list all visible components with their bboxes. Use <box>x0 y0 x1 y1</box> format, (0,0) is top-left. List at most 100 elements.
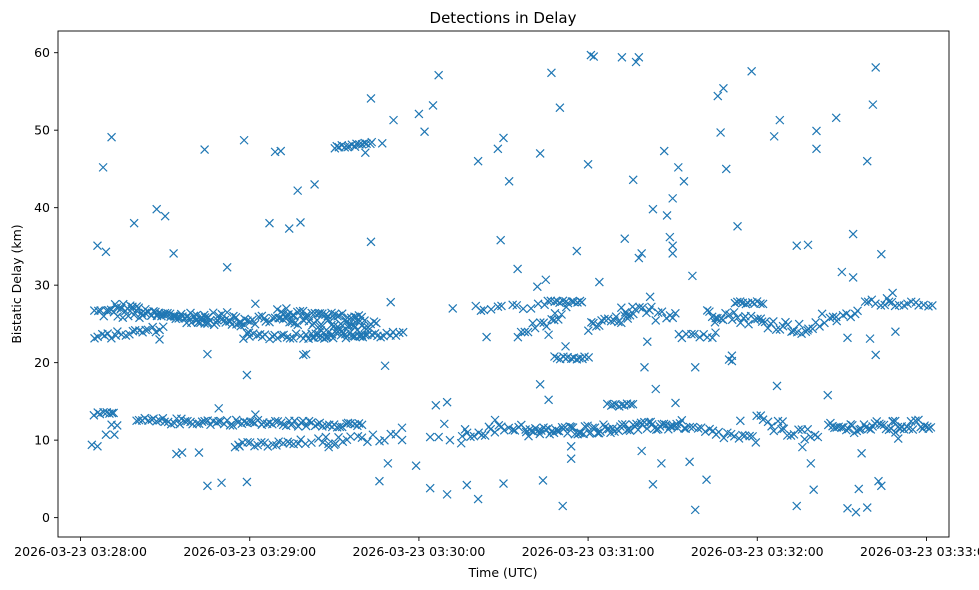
detection-point <box>357 420 367 430</box>
detection-point <box>273 333 282 343</box>
detection-point <box>155 334 164 344</box>
detection-point <box>293 186 303 196</box>
detection-point <box>617 52 627 62</box>
detection-point <box>895 424 905 434</box>
detection-point <box>808 324 818 334</box>
detection-point <box>354 419 364 428</box>
detection-point <box>321 432 331 442</box>
detection-point <box>129 218 139 228</box>
detection-point <box>871 62 881 72</box>
detection-point <box>240 320 249 330</box>
detection-point <box>123 311 133 321</box>
detection-point <box>353 325 362 335</box>
detection-point <box>526 304 536 313</box>
detection-point <box>250 299 260 309</box>
detection-point <box>633 425 643 435</box>
detection-point <box>287 419 297 429</box>
y-tick-label: 20 <box>34 355 50 370</box>
detection-point <box>853 306 862 316</box>
detection-point <box>250 319 260 329</box>
detection-point <box>634 52 644 62</box>
detection-point <box>252 330 262 340</box>
detection-point <box>355 332 365 341</box>
detection-point <box>763 323 773 333</box>
detection-point <box>857 448 867 458</box>
detection-point <box>369 317 379 327</box>
detection-point <box>337 422 347 432</box>
y-tick-label: 40 <box>34 200 50 215</box>
detection-point <box>566 454 576 464</box>
detection-point <box>597 316 606 325</box>
detection-point <box>751 437 761 447</box>
detection-point <box>659 146 669 156</box>
detection-point <box>558 296 568 306</box>
detection-point <box>321 310 330 320</box>
detection-point <box>144 307 153 317</box>
detection-point <box>360 148 370 158</box>
detection-point <box>109 430 119 440</box>
detection-point <box>736 318 745 328</box>
detection-point <box>716 128 726 137</box>
detection-point <box>651 384 661 394</box>
detection-point <box>662 210 672 220</box>
detection-point <box>263 441 273 451</box>
detection-point <box>112 420 122 430</box>
detection-point <box>178 312 187 322</box>
detection-point <box>890 416 900 426</box>
detection-point <box>735 297 745 307</box>
detection-point <box>667 421 677 431</box>
detection-point <box>617 400 627 410</box>
detection-point <box>772 381 782 391</box>
detection-point <box>891 427 900 437</box>
detection-point <box>301 349 311 359</box>
y-axis-label: Bistatic Delay (km) <box>9 224 24 343</box>
detection-point <box>93 241 102 251</box>
detection-point <box>756 314 766 324</box>
detection-point <box>222 262 232 272</box>
detection-point <box>397 423 407 433</box>
detection-point <box>431 400 441 410</box>
detection-point <box>690 362 700 372</box>
detection-point <box>439 419 449 429</box>
detection-point <box>206 420 215 430</box>
detection-point <box>183 416 192 426</box>
detection-point <box>288 333 298 343</box>
detection-point <box>673 423 683 433</box>
detection-point <box>340 329 350 339</box>
detection-point <box>337 309 347 319</box>
detection-point <box>200 416 210 426</box>
detection-point <box>794 425 803 435</box>
detection-point <box>99 311 109 321</box>
detection-point <box>322 421 331 431</box>
detection-point <box>590 423 600 433</box>
detection-point <box>490 427 500 437</box>
detection-point <box>600 314 609 324</box>
detection-point <box>640 362 649 372</box>
detection-point <box>504 176 514 186</box>
detection-point <box>516 327 526 337</box>
detection-point <box>354 140 364 149</box>
detection-point <box>482 332 492 342</box>
detection-point <box>557 310 566 319</box>
detection-point <box>281 303 291 313</box>
detection-point <box>318 438 328 447</box>
detection-point <box>657 307 667 317</box>
detection-point <box>648 479 658 489</box>
y-tick-label: 60 <box>34 45 50 60</box>
detection-point <box>499 425 509 435</box>
detection-point <box>693 424 703 433</box>
detection-point <box>868 100 878 110</box>
detection-point <box>871 350 881 360</box>
detection-point <box>700 427 710 437</box>
detection-point <box>186 318 196 328</box>
detection-point <box>646 302 656 312</box>
detection-point <box>741 299 751 309</box>
detection-point <box>321 333 331 343</box>
detection-point <box>324 442 334 452</box>
detection-point <box>477 430 487 440</box>
detection-point <box>476 306 486 316</box>
detection-point <box>383 458 393 468</box>
detection-point <box>862 156 872 166</box>
detection-point <box>448 303 458 313</box>
detection-point <box>642 424 652 434</box>
